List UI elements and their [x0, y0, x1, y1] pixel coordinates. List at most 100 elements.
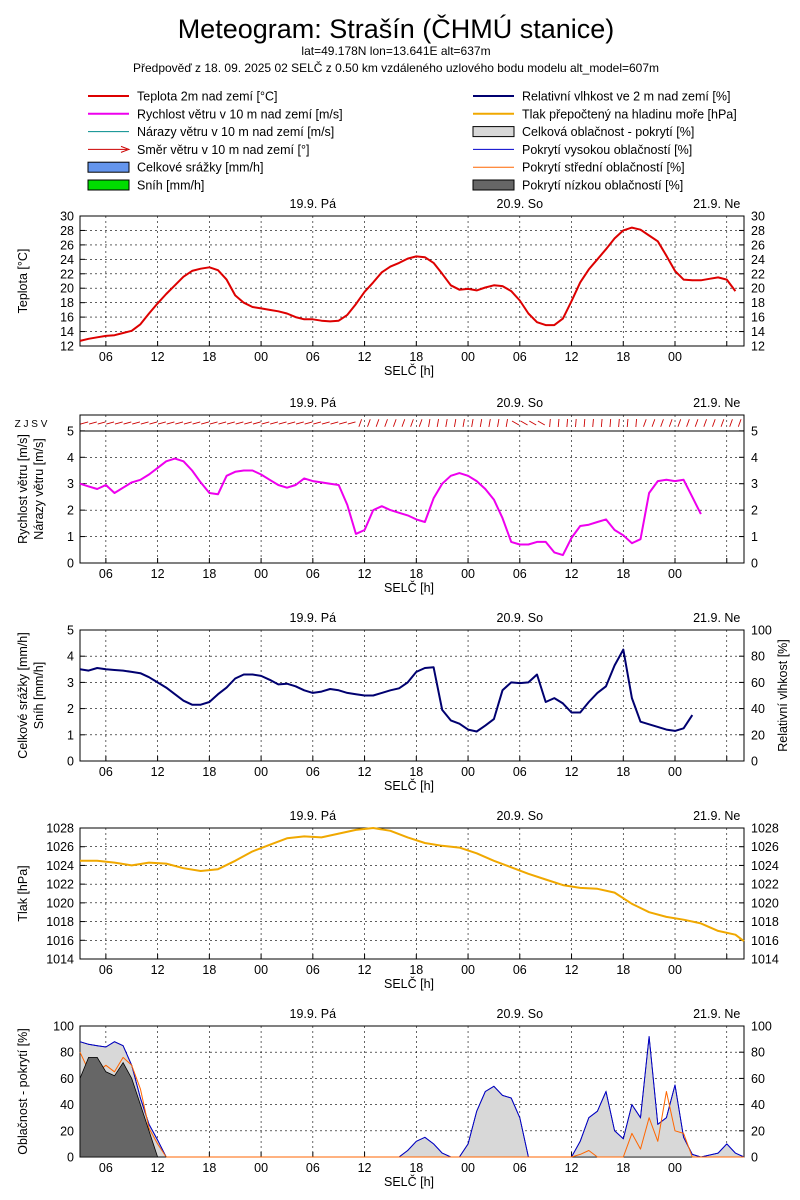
y-tick-label: 1016 [46, 934, 74, 948]
wind-direction-arrow [609, 418, 612, 428]
y-axis-label-2: Sníh [mm/h] [32, 662, 46, 729]
y-axis-label: Teplota [°C] [16, 249, 30, 314]
y-tick-label-right: 1 [751, 530, 758, 544]
wind-direction-arrow [192, 421, 201, 425]
day-label: 21.9. Ne [693, 197, 740, 211]
wind-direction-arrow [729, 419, 733, 427]
x-tick-label: 00 [668, 350, 682, 364]
x-tick-label: 12 [358, 567, 372, 581]
day-label: 21.9. Ne [693, 1007, 740, 1021]
y-tick-label-right: 24 [751, 253, 765, 267]
x-tick-label: 18 [409, 963, 423, 977]
x-tick-label: 06 [306, 963, 320, 977]
y-tick-label-right: 20 [751, 1124, 765, 1138]
x-tick-label: 00 [461, 567, 475, 581]
y-tick-label-right: 1022 [751, 878, 779, 892]
wind-direction-arrow [479, 418, 483, 428]
y-tick-label-right: 80 [751, 650, 765, 664]
x-tick-label: 12 [565, 350, 579, 364]
x-tick-label: 06 [513, 1161, 527, 1175]
wind-direction-arrow [575, 418, 577, 428]
wind-direction-arrow [166, 421, 175, 425]
x-tick-label: 18 [202, 963, 216, 977]
wind-direction-arrow [471, 418, 474, 428]
y-tick-label-right: 26 [751, 238, 765, 252]
x-tick-label: 00 [254, 765, 268, 779]
x-tick-label: 12 [151, 1161, 165, 1175]
y-tick-label-right: 12 [751, 340, 765, 354]
y-axis-label: Tlak [hPa] [16, 865, 30, 921]
y-tick-label: 1018 [46, 915, 74, 929]
legend-label: Pokrytí vysokou oblačností [%] [522, 143, 692, 157]
y-tick-label: 100 [53, 1020, 74, 1034]
y-tick-label-right: 16 [751, 311, 765, 325]
legend-label: Tlak přepočtený na hladinu moře [hPa] [522, 107, 737, 121]
wind-dir-axis-label: Z J S V [15, 419, 48, 430]
wind-direction-arrow [339, 421, 347, 425]
day-label: 20.9. So [497, 611, 544, 625]
legend-label: Teplota 2m nad zemí [°C] [137, 90, 277, 104]
y-tick-label: 5 [67, 624, 74, 638]
wind-direction-arrow [462, 418, 465, 428]
wind-direction-arrow [549, 418, 551, 428]
wind-direction-arrow [720, 419, 725, 427]
x-tick-label: 18 [616, 1161, 630, 1175]
x-tick-label: 18 [202, 350, 216, 364]
x-tick-label: 00 [254, 350, 268, 364]
y-tick-label: 20 [60, 282, 74, 296]
y-tick-label-right: 3 [751, 477, 758, 491]
wind-direction-arrow [626, 418, 629, 428]
wind-direction-arrow [367, 419, 371, 427]
y-tick-label: 3 [67, 477, 74, 491]
y-tick-label: 18 [60, 296, 74, 310]
wind-direction-arrow [244, 421, 253, 425]
panel-pressure: 06 12 18 00 06 12 18 00 06 12 18 00 19.9. Pá 20.9. So… [16, 809, 779, 991]
x-tick-label: 06 [99, 963, 113, 977]
y-tick-label: 1026 [46, 840, 74, 854]
wind-direction-arrow [392, 419, 397, 427]
x-tick-label: 00 [668, 963, 682, 977]
day-label: 20.9. So [497, 809, 544, 823]
wind-direction-arrow [694, 419, 699, 427]
x-axis-label: SELČ [h] [384, 1174, 434, 1189]
x-tick-label: 00 [461, 1161, 475, 1175]
y-tick-label-right: 100 [751, 624, 772, 638]
legend-label: Celkové srážky [mm/h] [137, 161, 263, 175]
x-tick-label: 12 [151, 765, 165, 779]
page-title: Meteogram: Strašín (ČHMÚ stanice) [178, 13, 615, 44]
day-label: 21.9. Ne [693, 809, 740, 823]
y-tick-label-right: 20 [751, 728, 765, 742]
plot-frame [79, 215, 745, 347]
day-label: 19.9. Pá [290, 809, 337, 823]
y-tick-label: 28 [60, 224, 74, 238]
wind-direction-arrow [295, 421, 304, 425]
wind-direction-arrow [270, 421, 279, 425]
forecast-note: Předpověď z 18. 09. 2025 02 SELČ z 0.50 … [133, 60, 659, 75]
wind-direction-arrow [358, 419, 363, 427]
y-tick-label: 5 [67, 424, 74, 438]
wind-direction-arrow [592, 418, 594, 428]
x-tick-label: 12 [358, 1161, 372, 1175]
wind-direction-arrow [175, 421, 184, 425]
y-tick-label-right: 0 [751, 755, 758, 769]
wind-direction-arrow [313, 421, 322, 425]
wind-direction-arrow [520, 420, 528, 426]
wind-direction-arrow [226, 421, 235, 425]
x-tick-label: 06 [513, 765, 527, 779]
wind-direction-arrow [106, 421, 115, 425]
x-axis-label: SELČ [h] [384, 778, 434, 793]
wind-direction-arrow [384, 419, 388, 427]
series-pokrytí-line [79, 1051, 744, 1158]
day-label: 19.9. Pá [290, 611, 337, 625]
wind-direction-arrow [347, 421, 356, 425]
day-label: 19.9. Pá [290, 396, 337, 410]
y-tick-label-right: 1014 [751, 953, 779, 967]
wind-direction-arrow [149, 421, 158, 425]
y-tick-label-right: 2 [751, 504, 758, 518]
x-axis-label: SELČ [h] [384, 363, 434, 378]
wind-direction-arrow [304, 421, 313, 425]
legend-swatch [87, 179, 130, 191]
